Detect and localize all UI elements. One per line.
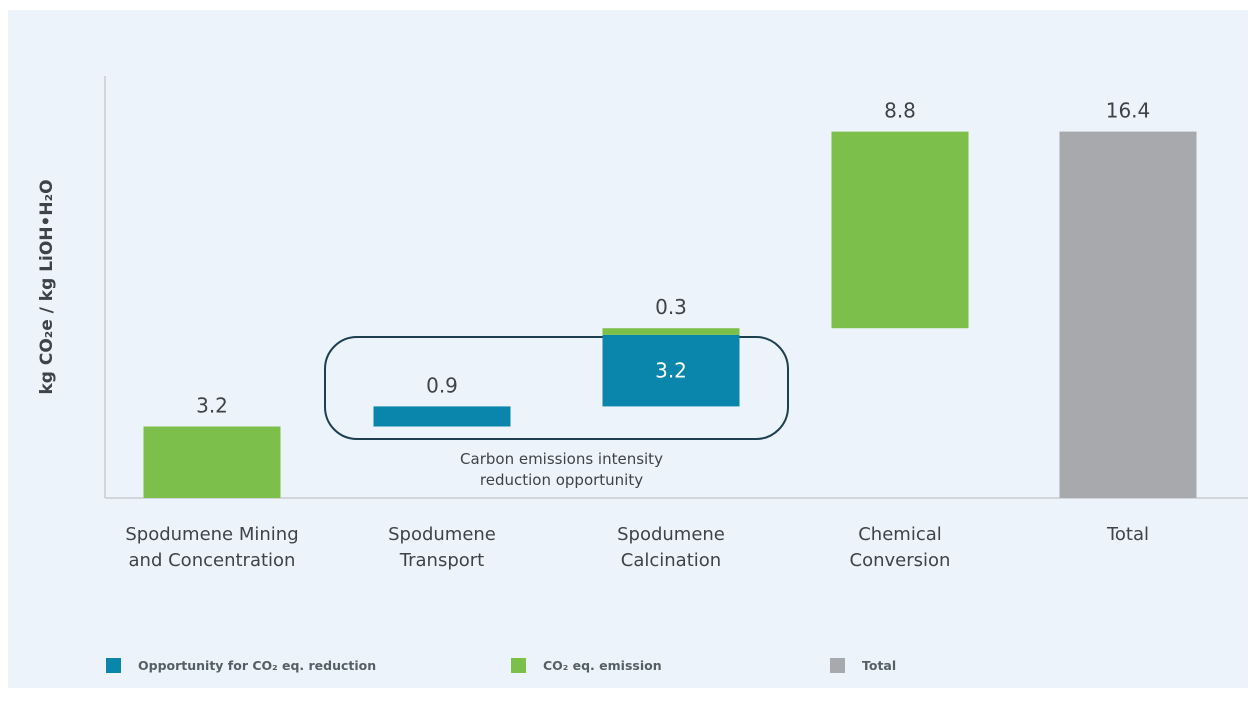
annotation-text-0: Carbon emissions intensity bbox=[460, 450, 663, 468]
bar-3 bbox=[602, 328, 740, 335]
y-axis-label: kg CO₂e / kg LiOH•H₂O bbox=[37, 179, 57, 394]
chart-panel: kg CO₂e / kg LiOH•H₂O 3.2 0.9 3.2 0.3 8.8 16.4… bbox=[8, 10, 1248, 688]
data-label-1: 0.9 bbox=[426, 373, 458, 397]
bar-0 bbox=[143, 426, 281, 498]
category-label-2-1: Calcination bbox=[621, 550, 721, 571]
category-label-0-0: Spodumene Mining bbox=[125, 524, 298, 545]
bar-4 bbox=[831, 131, 969, 329]
waterfall-chart: kg CO₂e / kg LiOH•H₂O 3.2 0.9 3.2 0.3 8.8 16.4… bbox=[37, 76, 1248, 571]
data-label-3: 0.3 bbox=[655, 295, 687, 319]
legend-swatch-emission bbox=[511, 657, 526, 673]
category-label-0-1: and Concentration bbox=[129, 550, 296, 571]
annotation-box bbox=[324, 336, 789, 440]
category-label-1-1: Transport bbox=[399, 550, 484, 571]
legend-label-total: Total bbox=[862, 657, 897, 673]
legend-label-emission: CO₂ eq. emission bbox=[543, 657, 662, 673]
category-label-3-1: Conversion bbox=[850, 550, 951, 571]
data-label-4: 8.8 bbox=[884, 99, 916, 123]
legend-item-opportunity: Opportunity for CO₂ eq. reduction bbox=[106, 656, 376, 674]
bar-5 bbox=[1059, 131, 1197, 499]
bar-1 bbox=[373, 406, 511, 427]
category-label-1-0: Spodumene bbox=[388, 524, 496, 545]
bar-2 bbox=[602, 334, 740, 407]
legend-swatch-opportunity bbox=[106, 657, 121, 673]
legend-item-total: Total bbox=[830, 656, 896, 674]
legend-swatch-total bbox=[830, 657, 845, 673]
category-label-4-0: Total bbox=[1106, 524, 1149, 545]
data-label-2: 3.2 bbox=[655, 359, 687, 383]
data-label-0: 3.2 bbox=[196, 394, 228, 418]
category-label-2-0: Spodumene bbox=[617, 524, 725, 545]
legend-item-emission: CO₂ eq. emission bbox=[511, 656, 662, 674]
data-label-5: 16.4 bbox=[1106, 99, 1151, 123]
category-label-3-0: Chemical bbox=[858, 524, 942, 545]
legend-label-opportunity: Opportunity for CO₂ eq. reduction bbox=[138, 657, 377, 673]
annotation-text-1: reduction opportunity bbox=[480, 471, 643, 489]
